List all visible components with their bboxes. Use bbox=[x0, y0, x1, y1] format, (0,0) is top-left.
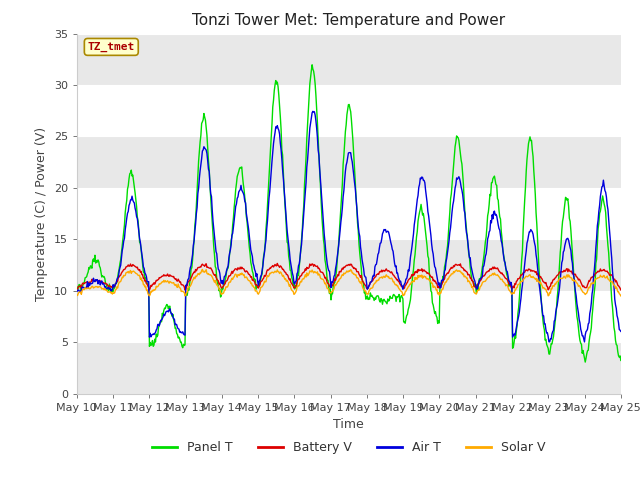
Battery V bbox=[73, 286, 81, 291]
Panel T bbox=[223, 268, 230, 274]
Battery V bbox=[417, 267, 424, 273]
Solar V bbox=[195, 271, 202, 276]
Air T bbox=[194, 191, 202, 196]
Panel T bbox=[194, 176, 202, 181]
Solar V bbox=[198, 266, 206, 272]
Line: Air T: Air T bbox=[77, 111, 621, 342]
Battery V bbox=[83, 279, 90, 285]
Solar V bbox=[433, 287, 440, 293]
Air T bbox=[223, 267, 230, 273]
Bar bbox=[77, 34, 621, 85]
Air T bbox=[431, 265, 439, 271]
Air T bbox=[309, 108, 317, 114]
Bar bbox=[77, 136, 621, 188]
X-axis label: Time: Time bbox=[333, 418, 364, 431]
Air T bbox=[580, 339, 588, 345]
Solar V bbox=[617, 293, 625, 299]
Solar V bbox=[83, 286, 90, 291]
Battery V bbox=[617, 287, 625, 293]
Bar bbox=[77, 240, 621, 291]
Air T bbox=[139, 257, 147, 263]
Line: Battery V: Battery V bbox=[77, 264, 621, 290]
Panel T bbox=[73, 284, 81, 289]
Panel T bbox=[431, 309, 439, 314]
Panel T bbox=[308, 62, 316, 68]
Solar V bbox=[145, 293, 153, 299]
Title: Tonzi Tower Met: Temperature and Power: Tonzi Tower Met: Temperature and Power bbox=[192, 13, 506, 28]
Panel T bbox=[416, 209, 424, 215]
Air T bbox=[83, 285, 90, 290]
Legend: Panel T, Battery V, Air T, Solar V: Panel T, Battery V, Air T, Solar V bbox=[147, 436, 550, 459]
Panel T bbox=[617, 358, 625, 363]
Panel T bbox=[139, 263, 147, 268]
Battery V bbox=[181, 287, 189, 293]
Line: Panel T: Panel T bbox=[77, 65, 621, 362]
Bar bbox=[77, 342, 621, 394]
Solar V bbox=[417, 273, 424, 278]
Solar V bbox=[139, 277, 147, 283]
Air T bbox=[617, 328, 625, 334]
Solar V bbox=[73, 292, 81, 298]
Air T bbox=[73, 288, 81, 294]
Line: Solar V: Solar V bbox=[77, 269, 621, 296]
Panel T bbox=[83, 274, 90, 280]
Air T bbox=[416, 181, 424, 187]
Battery V bbox=[195, 264, 202, 270]
Solar V bbox=[224, 283, 232, 288]
Battery V bbox=[433, 281, 440, 287]
Text: TZ_tmet: TZ_tmet bbox=[88, 42, 135, 52]
Y-axis label: Temperature (C) / Power (V): Temperature (C) / Power (V) bbox=[35, 127, 48, 300]
Battery V bbox=[223, 277, 231, 283]
Panel T bbox=[581, 359, 589, 365]
Battery V bbox=[139, 272, 147, 277]
Battery V bbox=[273, 261, 281, 266]
